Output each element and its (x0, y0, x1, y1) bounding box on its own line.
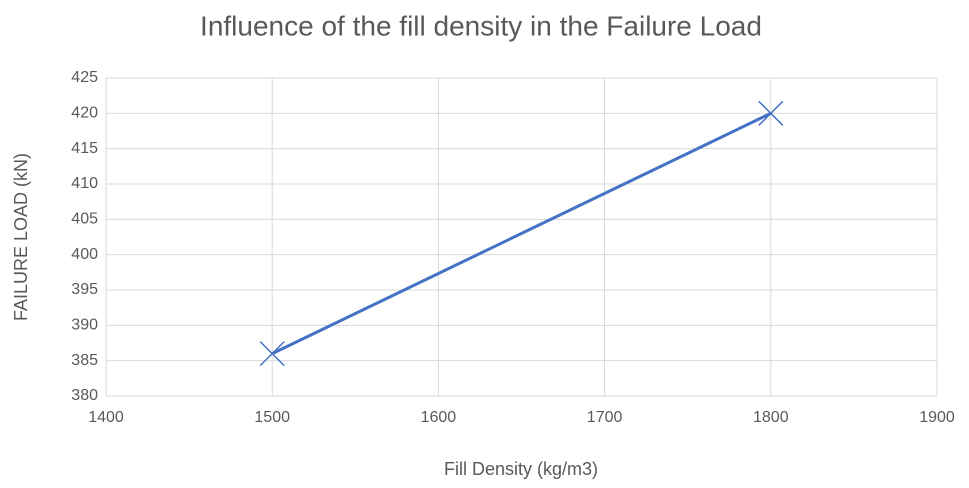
y-axis-title: FAILURE LOAD (kN) (11, 153, 31, 321)
y-tick-label: 390 (71, 317, 98, 334)
x-tick-label: 1500 (254, 409, 290, 426)
y-tick-label: 385 (71, 352, 98, 369)
y-tick-label: 425 (71, 69, 98, 86)
marker (259, 341, 285, 367)
series-line (271, 111, 772, 355)
x-tick-label: 1400 (88, 409, 124, 426)
x-tick-label: 1900 (919, 409, 955, 426)
y-tick-label: 405 (71, 211, 98, 228)
x-tick-label: 1600 (421, 409, 457, 426)
y-tick-label: 410 (71, 175, 98, 192)
chart-title: Influence of the fill density in the Fai… (200, 10, 762, 41)
y-tick-label: 400 (71, 246, 98, 263)
x-axis-title: Fill Density (kg/m3) (444, 459, 598, 479)
y-tick-label: 380 (71, 387, 98, 404)
y-tick-label: 415 (71, 140, 98, 157)
x-tick-label: 1800 (753, 409, 789, 426)
x-tick-label: 1700 (587, 409, 623, 426)
y-tick-label: 420 (71, 105, 98, 122)
marker (758, 100, 784, 126)
y-tick-label: 395 (71, 281, 98, 298)
